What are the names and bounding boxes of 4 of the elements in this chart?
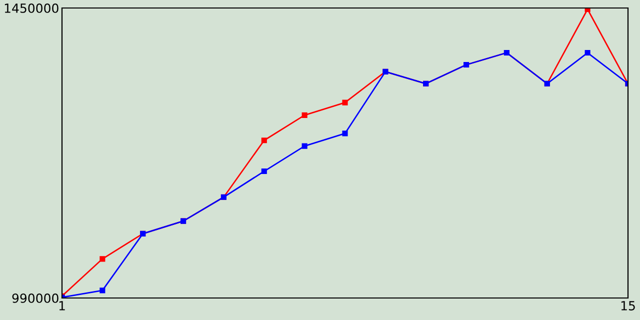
x-tick-label: 15 [621,301,635,310]
y-tick-label: 990000 [12,293,58,303]
x-tick-label: 1 [59,301,65,310]
y-tick-label: 1450000 [4,3,58,13]
